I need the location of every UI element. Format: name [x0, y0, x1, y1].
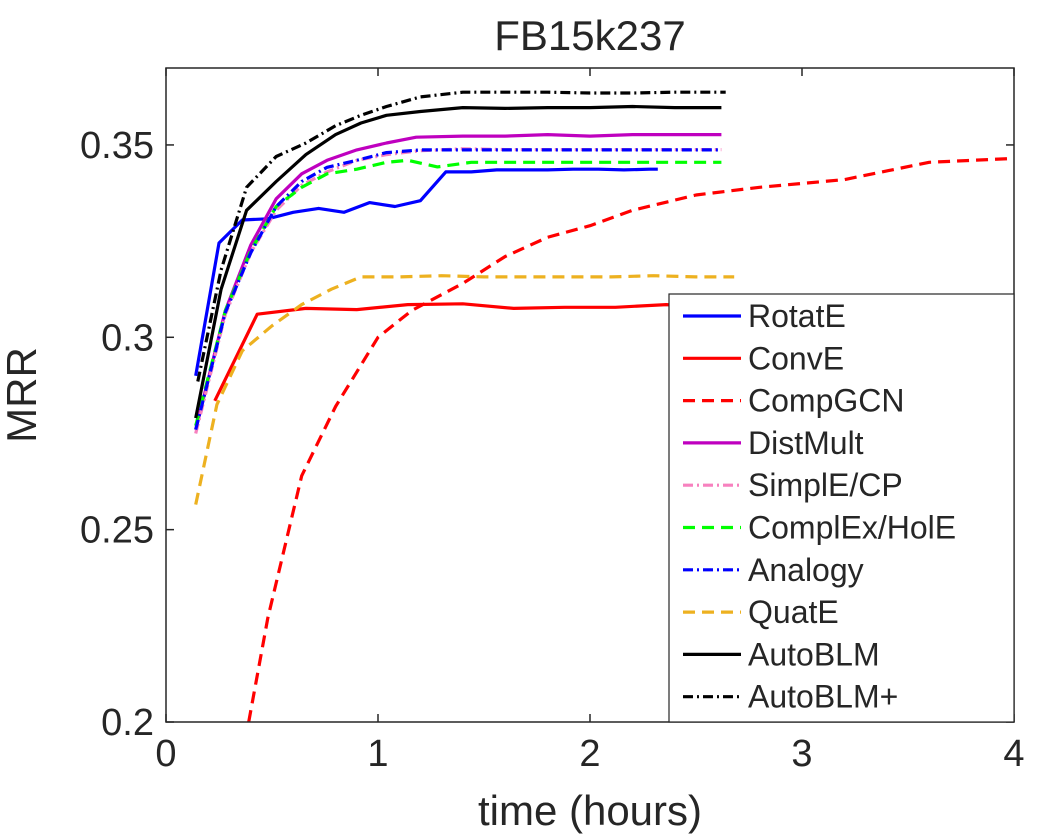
legend: RotatE ConvE CompGCN DistMult SimplE/CP Compl…	[668, 293, 1015, 723]
legend-label-simple-cp: SimplE/CP	[748, 467, 903, 503]
series-line-analogy	[194, 148, 722, 430]
legend-label-autoblm: AutoBLM+	[748, 679, 898, 715]
legend-label-quate: QuatE	[748, 594, 839, 630]
x-tick-label: 0	[155, 733, 176, 775]
legend-label-analogy: Analogy	[748, 552, 864, 588]
y-tick-label: 0.35	[80, 125, 154, 167]
legend-label-conve: ConvE	[748, 340, 844, 376]
legend-box	[668, 293, 1015, 723]
chart-title: FB15k237	[494, 12, 685, 59]
y-ticks: 0.2 0.25 0.3 0.35	[80, 125, 1014, 744]
x-axis-label: time (hours)	[478, 787, 702, 834]
x-tick-label: 1	[367, 733, 388, 775]
legend-label-rotate: RotatE	[748, 298, 846, 334]
y-tick-label: 0.3	[101, 317, 154, 359]
y-tick-label: 0.25	[80, 510, 154, 552]
series-line-quate	[194, 274, 735, 505]
series-line-autoblm	[194, 104, 722, 419]
x-ticks: 0 1 2 3 4	[155, 68, 1025, 775]
series-line-conve	[213, 302, 718, 402]
series-layer	[194, 90, 1014, 722]
legend-label-compgcn: CompGCN	[748, 383, 904, 419]
series-line-autoblm	[196, 90, 726, 382]
x-tick-label: 2	[579, 733, 600, 775]
series-line-rotate	[194, 167, 658, 377]
legend-label-complex-hole: ComplEx/HolE	[748, 510, 956, 546]
y-tick-label: 0.2	[101, 702, 154, 744]
legend-label-autoblm: AutoBLM	[748, 636, 880, 672]
x-tick-label: 4	[1003, 733, 1024, 775]
series-line-compgcn	[247, 156, 1014, 722]
series-line-distmult	[194, 133, 722, 430]
legend-label-distmult: DistMult	[748, 425, 864, 461]
x-tick-label: 3	[791, 733, 812, 775]
y-axis-label: MRR	[0, 347, 45, 443]
